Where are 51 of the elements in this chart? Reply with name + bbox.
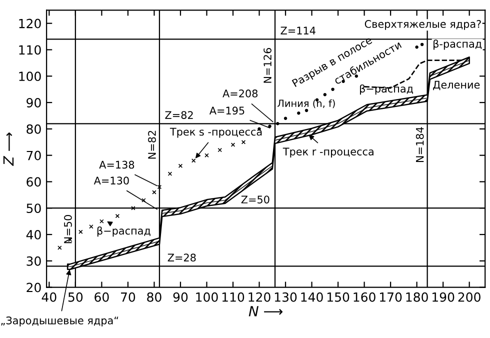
y-tick-label: 50 (26, 204, 41, 214)
x-tick-label: 130 (274, 292, 297, 302)
x-tick-label: 50 (68, 292, 83, 302)
annotation: Деление (433, 80, 480, 90)
x-tick-label: 160 (354, 292, 376, 302)
annotation: A=138 (99, 160, 134, 169)
annotation: A=208 (222, 90, 258, 98)
y-tick-label: 40 (26, 230, 41, 240)
ref-line-label: N=184 (416, 127, 424, 162)
x-tick-label: 90 (173, 292, 188, 302)
y-tick-label: 60 (26, 177, 41, 187)
annotation: Трек r -процесса (282, 148, 374, 158)
annotation: Сверхтяжелые ядра? (364, 20, 481, 30)
annotation: Линия (n, f) (278, 99, 335, 108)
annotation: β−распад (97, 226, 150, 237)
x-tick-label: 170 (380, 292, 402, 302)
ref-line-label: Z=28 (168, 254, 196, 262)
y-tick-label: 20 (26, 282, 41, 292)
y-tick-label: 30 (26, 256, 41, 266)
annotation: β-распад (434, 40, 482, 50)
x-tick-label: 200 (458, 292, 480, 302)
x-tick-label: 70 (121, 292, 136, 302)
annotation: A=130 (94, 176, 129, 185)
x-tick-label: 40 (42, 292, 56, 302)
y-tick-label: 120 (19, 18, 41, 28)
ref-line-label: Z=82 (165, 111, 193, 119)
annotation: β−распад (360, 84, 413, 95)
ref-line-label: N=50 (64, 215, 72, 244)
x-tick-label: 150 (327, 292, 350, 302)
y-tick-label: 80 (26, 124, 41, 134)
y-tick-label: 100 (19, 72, 41, 82)
x-tick-label: 100 (196, 292, 218, 302)
ref-line-label: N=126 (264, 48, 272, 83)
x-tick-label: 110 (222, 292, 244, 302)
ref-line-label: Z=114 (280, 26, 316, 34)
x-axis-title: N ⟶ (248, 306, 283, 316)
annotation: Трек s -процесса (170, 128, 262, 138)
ref-line-label: N=82 (148, 130, 156, 159)
x-tick-label: 120 (248, 292, 270, 302)
x-tick-label: 80 (147, 292, 162, 302)
ref-line-label: Z=50 (241, 196, 270, 204)
x-tick-label: 180 (406, 292, 428, 302)
y-axis-title: Z ⟶ (3, 132, 14, 166)
y-tick-label: 110 (19, 45, 41, 55)
x-tick-label: 190 (432, 292, 454, 302)
x-tick-label: 140 (301, 292, 323, 302)
y-tick-label: 70 (26, 150, 41, 160)
y-tick-label: 90 (26, 98, 41, 108)
annotation: A=195 (209, 106, 244, 115)
annotation: „Зародышевые ядра“ (1, 316, 118, 326)
x-tick-label: 60 (94, 292, 109, 302)
